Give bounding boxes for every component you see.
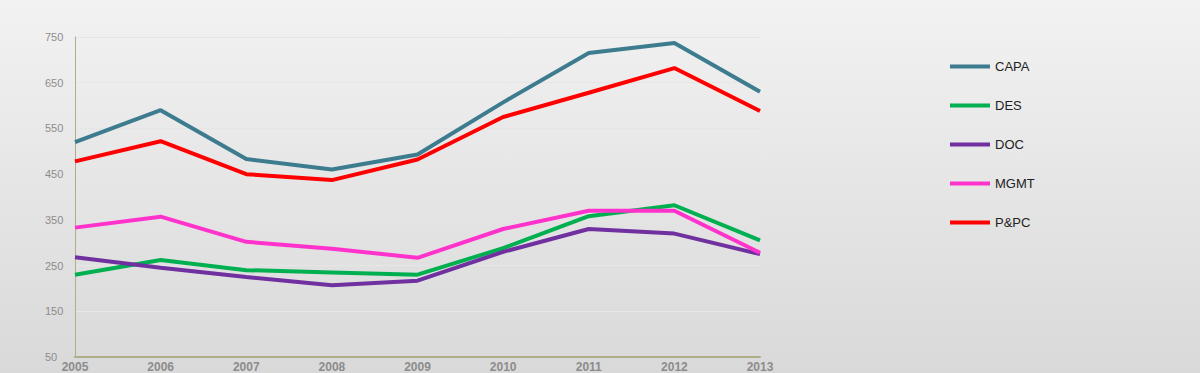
svg-text:CAPA: CAPA [995,59,1030,74]
svg-text:2010: 2010 [490,360,517,373]
svg-text:650: 650 [45,77,63,89]
svg-text:P&PC: P&PC [995,215,1030,230]
svg-text:450: 450 [45,168,63,180]
svg-text:MGMT: MGMT [995,176,1035,191]
svg-text:350: 350 [45,214,63,226]
svg-text:DES: DES [995,98,1022,113]
svg-text:50: 50 [45,351,57,363]
svg-text:550: 550 [45,122,63,134]
svg-text:2011: 2011 [576,360,602,373]
svg-text:2009: 2009 [404,360,431,373]
svg-text:DOC: DOC [995,137,1024,152]
svg-text:2013: 2013 [747,360,774,373]
svg-text:2005: 2005 [62,360,89,373]
svg-text:2012: 2012 [661,360,688,373]
svg-text:750: 750 [45,31,63,43]
svg-text:2007: 2007 [233,360,260,373]
svg-text:2006: 2006 [147,360,174,373]
svg-text:150: 150 [45,305,63,317]
svg-text:2008: 2008 [319,360,346,373]
svg-text:250: 250 [45,260,63,272]
